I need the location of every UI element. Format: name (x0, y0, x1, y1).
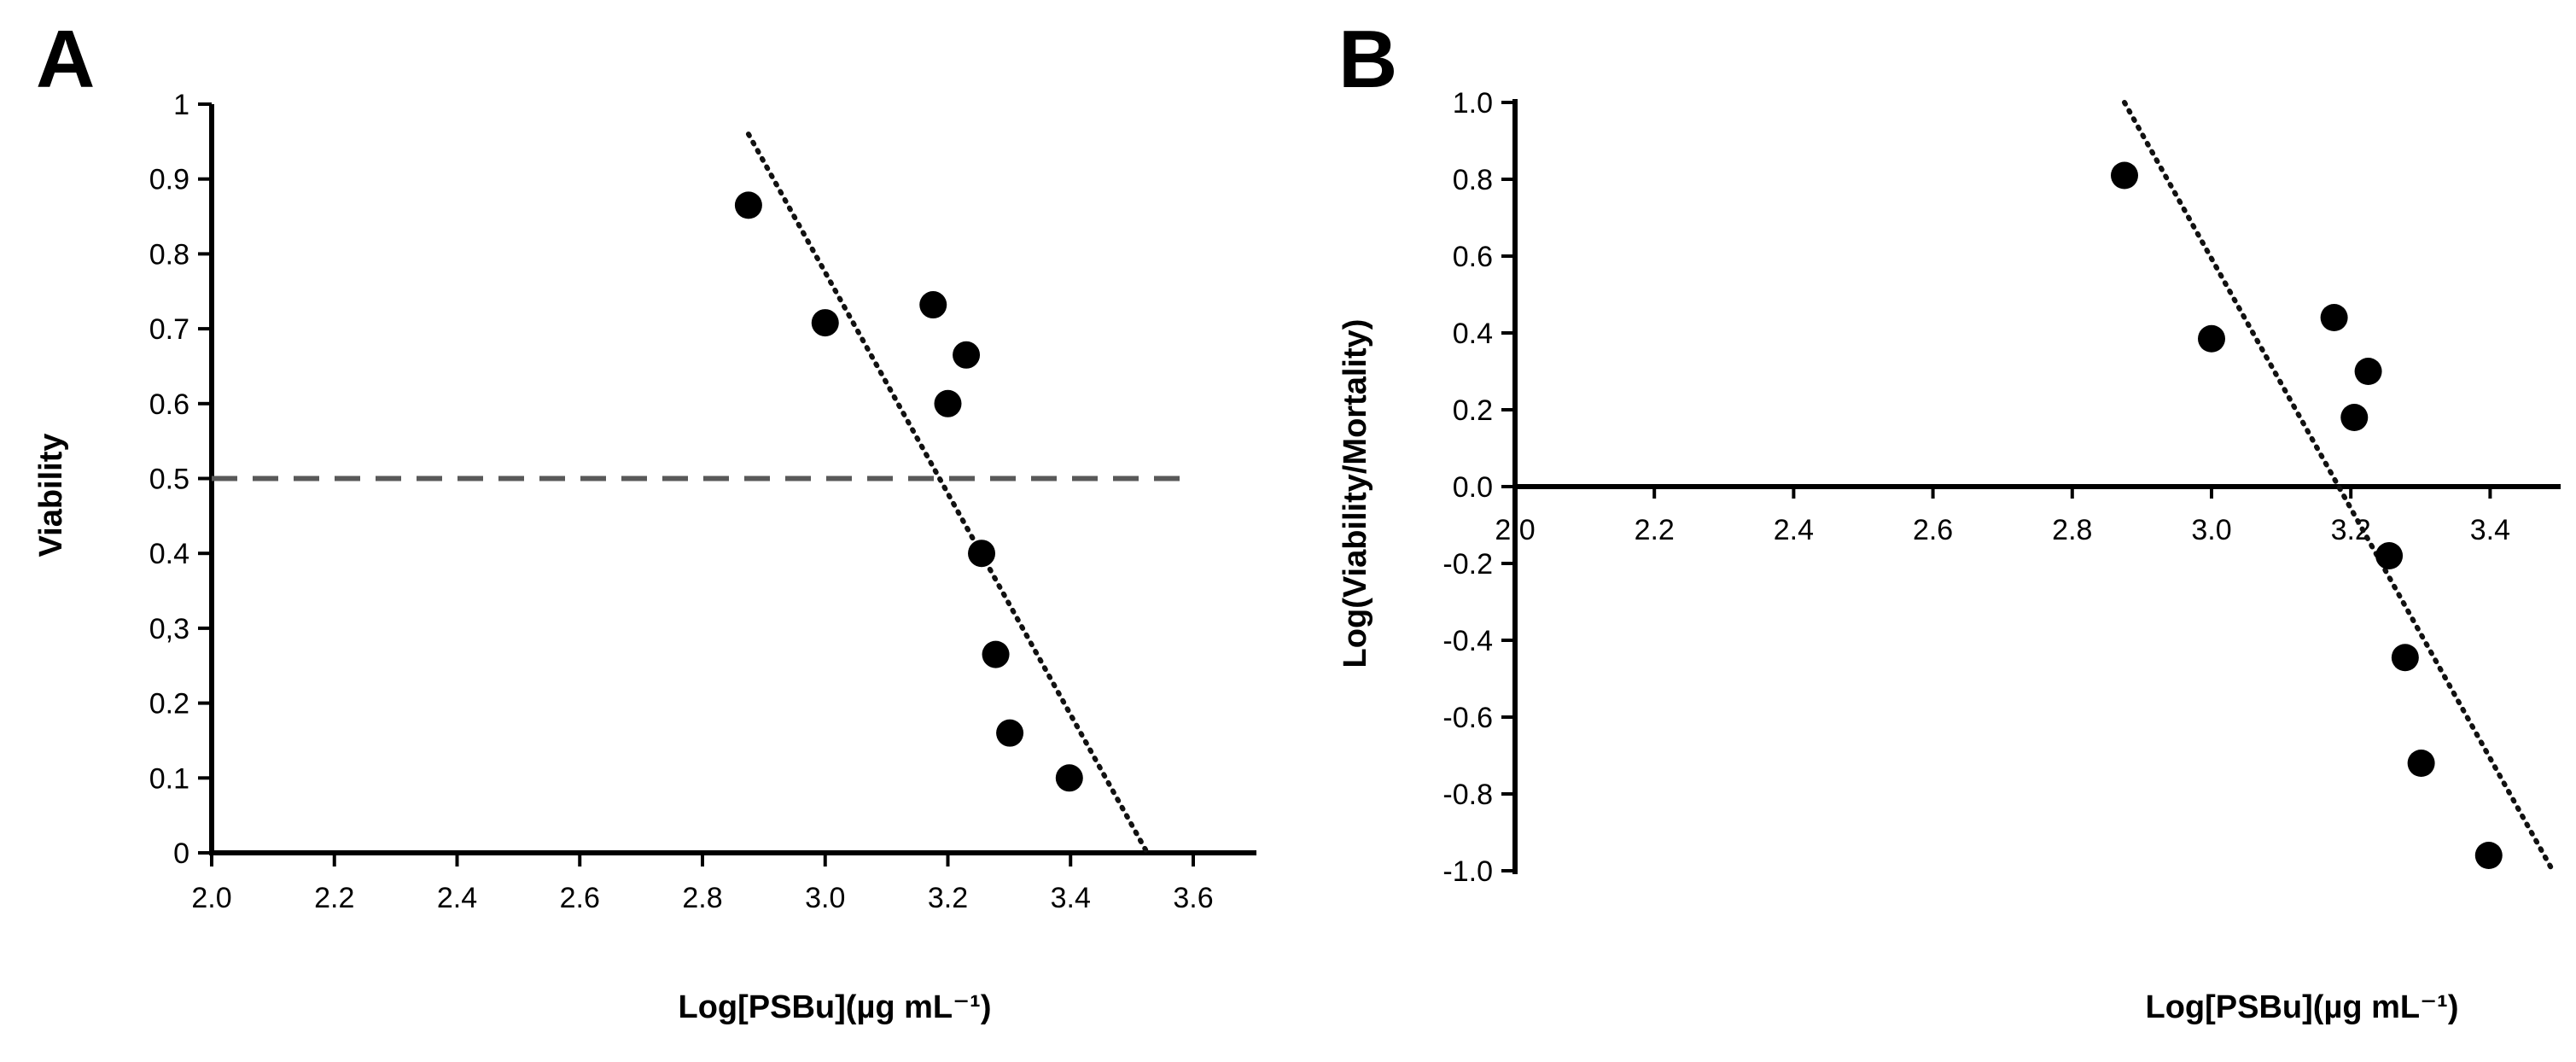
b-y-tick-label: 0.4 (1453, 318, 1493, 350)
a-x-tick-label: 3.4 (1051, 882, 1091, 914)
b-data-point (2198, 324, 2225, 353)
a-data-point (996, 719, 1024, 747)
b-data-point (2391, 644, 2419, 672)
a-y-tick-label: 0 (173, 837, 189, 870)
panel-b-chart: B Log(Viability/Mortality) Log[PSBu](µg … (1338, 14, 2561, 1025)
a-x-tick-label: 2.6 (560, 882, 600, 914)
b-y-tick-label: 0.2 (1453, 394, 1493, 427)
a-y-tick-label: 0.4 (149, 538, 189, 570)
b-x-tick-label: 2.2 (1635, 514, 1675, 546)
b-x-tick-label: 2.4 (1774, 514, 1814, 546)
a-x-tick-label: 2.0 (191, 882, 231, 914)
b-y-tick-label: -0.2 (1442, 548, 1493, 581)
a-y-tick-label: 0,3 (149, 613, 189, 645)
b-data-point (2354, 358, 2382, 385)
b-x-tick-label: 2.8 (2052, 514, 2092, 546)
a-y-tick-label: 0.1 (149, 762, 189, 795)
b-trendline (2122, 100, 2556, 873)
b-data-point (2474, 842, 2503, 869)
a-data-point (811, 309, 839, 337)
a-data-point (953, 341, 981, 369)
b-x-tick-label: 2.0 (1495, 514, 1535, 546)
a-y-tick-label: 0.2 (149, 688, 189, 721)
a-x-tick-label: 3.6 (1173, 882, 1213, 914)
b-data-point (2111, 161, 2138, 190)
a-y-tick-label: 0.7 (149, 313, 189, 346)
a-trendline (745, 131, 1151, 855)
panel-b-x-axis-title: Log[PSBu](µg mL⁻¹) (2146, 989, 2459, 1025)
a-x-tick-label: 3.0 (805, 882, 845, 914)
a-x-tick-label: 3.2 (928, 882, 968, 914)
a-x-tick-label: 2.8 (682, 882, 722, 914)
a-data-point (919, 291, 947, 319)
b-y-tick-label: -0.4 (1442, 625, 1493, 657)
a-y-tick-label: 1 (173, 89, 189, 121)
b-data-point (2407, 750, 2435, 777)
a-data-point (982, 640, 1010, 668)
a-x-tick-label: 2.2 (314, 882, 354, 914)
a-y-tick-label: 0.6 (149, 388, 189, 421)
b-x-tick-label: 3.4 (2470, 514, 2510, 546)
panel-a-x-axis-title: Log[PSBu](µg mL⁻¹) (679, 989, 992, 1025)
panel-b-y-axis-title: Log(Viability/Mortality) (1338, 319, 1373, 668)
b-y-tick-label: -0.6 (1442, 702, 1493, 734)
panel-a-chart: A Viability Log[PSBu](µg mL⁻¹) 2.0 2.2 2.4… (33, 14, 1256, 1025)
b-y-tick-label: 0.8 (1453, 164, 1493, 196)
panel-b-letter: B (1338, 14, 1397, 105)
b-data-point (2340, 404, 2369, 431)
b-y-tick-label: 0.0 (1453, 471, 1493, 504)
b-y-tick-label: 0.6 (1453, 241, 1493, 273)
a-data-point (734, 191, 762, 219)
a-y-tick-label: 0.5 (149, 464, 189, 496)
a-data-point (968, 540, 996, 568)
panel-a-letter: A (36, 14, 95, 105)
a-x-tick-label: 2.4 (437, 882, 477, 914)
b-data-point (2320, 304, 2348, 331)
a-y-tick-label: 0.8 (149, 238, 189, 271)
a-data-point (1055, 764, 1083, 792)
b-data-point (2375, 542, 2404, 569)
b-y-tick-label: -1.0 (1442, 855, 1493, 888)
a-data-point (934, 389, 962, 417)
b-y-tick-label: -0.8 (1442, 779, 1493, 811)
b-x-tick-label: 3.0 (2191, 514, 2231, 546)
panel-a-y-axis-title: Viability (33, 433, 69, 557)
a-y-tick-label: 0.9 (149, 164, 189, 196)
b-x-tick-label: 2.6 (1913, 514, 1953, 546)
b-y-tick-label: 1.0 (1453, 87, 1493, 120)
